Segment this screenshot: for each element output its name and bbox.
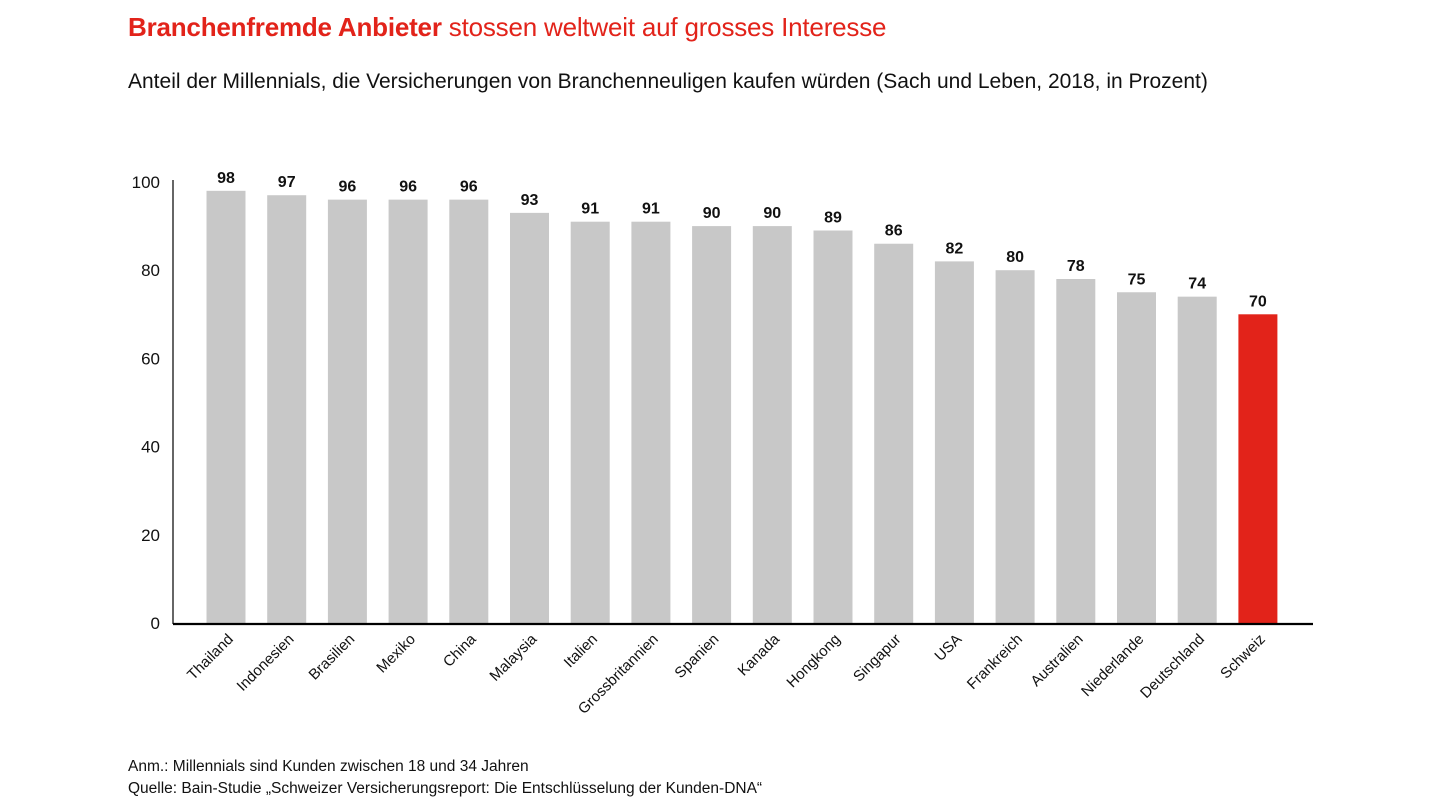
x-tick-label: Deutschland [1137,631,1208,702]
x-tick-label: Mexiko [373,631,419,677]
y-tick-label: 100 [132,173,160,192]
bar [327,199,367,623]
y-tick-label: 60 [141,349,160,368]
x-tick-label: Indonesien [234,631,298,695]
bar [1238,314,1278,623]
bar [510,212,549,623]
bar [267,195,307,624]
x-tick-label: Schweiz [1217,631,1269,683]
data-label: 90 [703,205,721,222]
x-tick-label: Singapur [850,631,904,685]
data-label: 86 [885,223,903,240]
source-note: Quelle: Bain-Studie „Schweizer Versicher… [128,780,763,797]
x-tick-label: Australien [1027,631,1086,690]
x-tick-label: Italien [561,631,601,671]
data-label: 91 [642,201,660,218]
data-label: 82 [946,240,964,257]
data-label: 90 [763,205,781,222]
data-label: 96 [339,179,357,196]
y-tick-label: 40 [141,438,160,457]
x-tick-label: Malaysia [486,630,540,684]
x-tick-label: Frankreich [964,631,1026,693]
bar [752,226,792,623]
bar [692,226,732,623]
x-tick-label: Kanada [735,630,784,679]
y-tick-label: 80 [141,261,160,280]
y-tick-label: 20 [141,526,160,545]
data-label: 98 [217,170,235,187]
chart-title-bold: Branchenfremde Anbieter [128,12,442,42]
data-label: 89 [824,210,842,227]
data-label: 96 [460,179,478,196]
data-label: 75 [1128,271,1146,288]
x-tick-label: China [440,630,480,670]
data-label: 80 [1006,249,1024,266]
bar [874,243,914,624]
x-tick-label: Spanien [671,631,722,682]
bar [449,199,489,623]
data-label: 74 [1188,276,1206,293]
data-label: 91 [581,201,599,218]
annotation-note: Anm.: Millennials sind Kunden zwischen 1… [128,758,529,775]
data-label: 93 [521,192,539,209]
bar [631,221,671,623]
bar [813,230,853,623]
x-tick-label: USA [931,631,965,665]
x-tick-label: Thailand [184,631,237,684]
y-tick-label: 0 [151,614,160,633]
x-tick-label: Brasilien [306,631,359,684]
bar [1117,292,1156,623]
bar [995,270,1035,623]
bar [570,221,610,623]
bar [1056,279,1096,623]
chart-title-rest: stossen weltweit auf grosses Interesse [441,12,887,42]
chart-notes: Anm.: Millennials sind Kunden zwischen 1… [128,756,762,800]
bar [206,190,246,623]
bar [934,261,974,623]
x-tick-label: Hongkong [783,631,843,691]
data-label: 78 [1067,258,1085,275]
chart-subtitle: Anteil der Millennials, die Versicherung… [128,70,1208,93]
data-label: 97 [278,174,296,191]
data-label: 70 [1249,293,1267,310]
data-label: 96 [399,179,417,196]
bar [1177,296,1217,623]
chart-title: Branchenfremde Anbieter stossen weltweit… [128,12,886,43]
bar [388,199,428,623]
